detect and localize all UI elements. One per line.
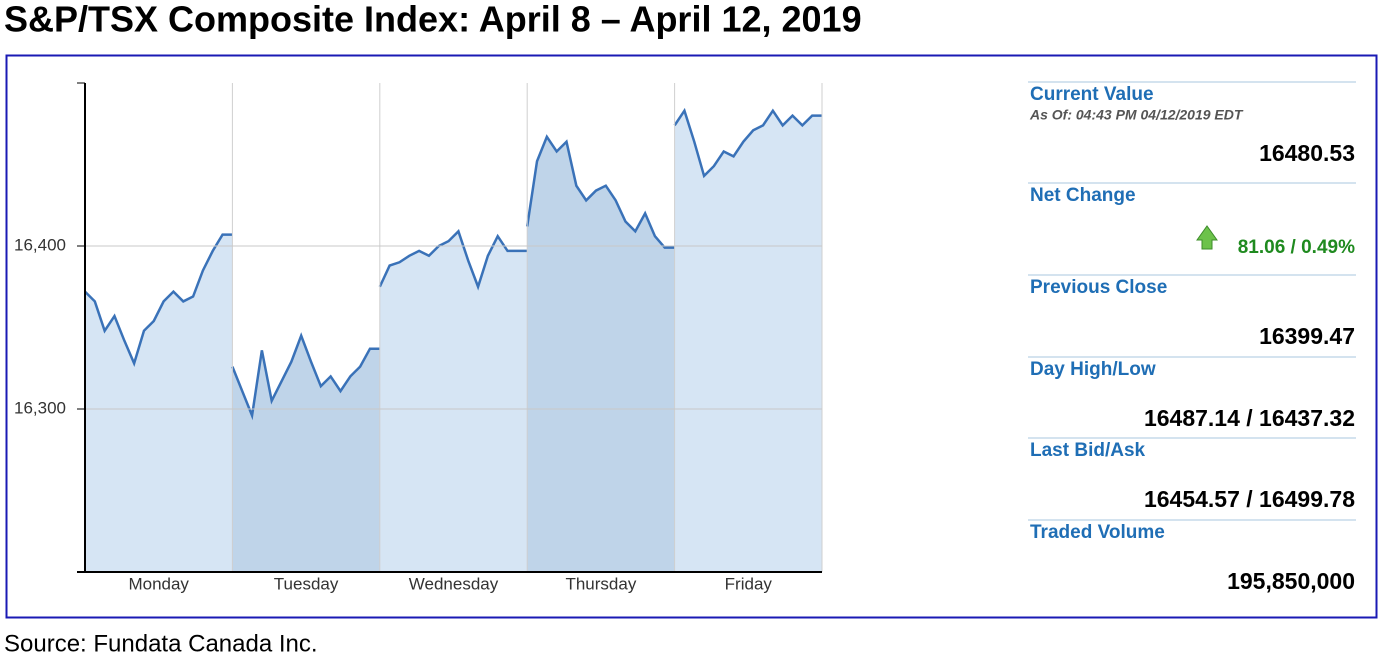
x-tick-label: Thursday: [565, 574, 636, 593]
chart-title: S&P/TSX Composite Index: April 8 – April…: [4, 0, 862, 40]
item-value: 16487.14 / 16437.32: [1144, 405, 1355, 431]
item-label: Traded Volume: [1030, 522, 1165, 543]
item-value: 16480.53: [1259, 140, 1355, 166]
line: [231, 332, 380, 421]
area: [85, 234, 233, 572]
line: [673, 107, 822, 179]
item-value: 81.06 / 0.49%: [1238, 237, 1355, 258]
plot: Monday Tuesday Wednesday Thursday Friday 16,3…: [14, 82, 823, 593]
line: [378, 229, 528, 291]
line: [84, 233, 233, 368]
item-value: 16454.57 / 16499.78: [1144, 486, 1355, 512]
line: [525, 134, 675, 249]
x-tick-label: Wednesday: [409, 574, 499, 593]
item-label: Current Value: [1030, 84, 1154, 105]
item-value: 16399.47: [1259, 323, 1355, 349]
area: [379, 231, 528, 572]
up-arrow-icon: [1196, 225, 1218, 250]
source: Source: Fundata Canada Inc.: [4, 630, 318, 657]
x-tick-label: Friday: [725, 574, 773, 593]
y-tick-label: 16,400: [14, 235, 66, 254]
item-note: As Of: 04:43 PM 04/12/2019 EDT: [1029, 107, 1244, 123]
item-value: 195,850,000: [1227, 568, 1355, 594]
item-label: Previous Close: [1030, 277, 1167, 298]
item-label: Net Change: [1030, 185, 1136, 206]
item-label: Last Bid/Ask: [1030, 440, 1146, 461]
y-tick-label: 16,300: [14, 398, 66, 417]
x-tick-label: Tuesday: [274, 574, 339, 593]
quote-panel: Current Value As Of: 04:43 PM 04/12/2019 …: [1028, 81, 1356, 594]
item-label: Day High/Low: [1030, 359, 1156, 380]
area: [674, 110, 822, 573]
x-tick-label: Monday: [128, 574, 189, 593]
